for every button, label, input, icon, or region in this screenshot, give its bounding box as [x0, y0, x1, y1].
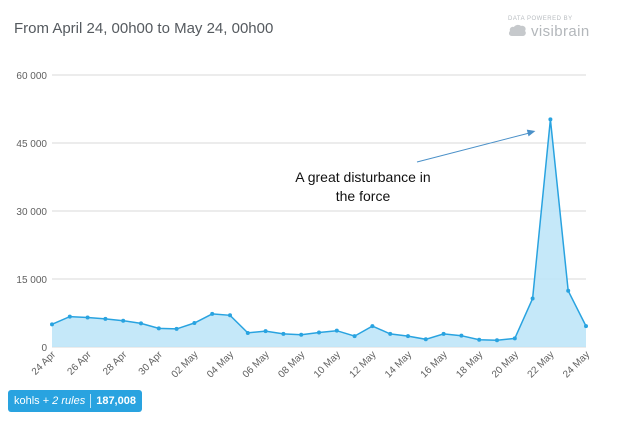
data-point[interactable] — [281, 331, 286, 336]
data-point[interactable] — [566, 288, 571, 293]
data-point[interactable] — [174, 326, 179, 331]
data-point[interactable] — [441, 331, 446, 336]
x-tick-label: 14 May — [383, 349, 414, 380]
x-tick-label: 28 Apr — [101, 349, 130, 378]
annotation-arrow — [416, 132, 530, 163]
x-tick-label: 10 May — [312, 349, 343, 380]
x-tick-label: 16 May — [419, 349, 450, 380]
series-points — [50, 117, 588, 343]
tweet-volume-chart: 0 15 000 30 000 45 000 60 000 24 Apr 26 Apr 28… — [16, 71, 592, 380]
data-point[interactable] — [334, 328, 339, 333]
data-point[interactable] — [477, 337, 482, 342]
area-fill — [52, 119, 586, 348]
annotation-text-line-2: the force — [336, 188, 391, 204]
x-tick-label: 24 May — [561, 349, 592, 380]
data-point[interactable] — [139, 321, 143, 326]
query-name: kohls + — [14, 395, 50, 407]
chart-date-range-title: From April 24, 00h00 to May 24, 00h00 — [14, 20, 274, 37]
data-point[interactable] — [423, 337, 428, 342]
data-point[interactable] — [406, 334, 410, 339]
x-tick-label: 22 May — [526, 349, 557, 380]
x-tick-label: 20 May — [490, 349, 521, 380]
brain-icon — [508, 24, 526, 36]
x-tick-label: 06 May — [241, 349, 272, 380]
data-point[interactable] — [245, 330, 250, 335]
data-point[interactable] — [317, 330, 321, 335]
data-point[interactable] — [584, 324, 588, 329]
data-point[interactable] — [388, 331, 393, 336]
y-tick-label: 60 000 — [16, 71, 47, 82]
x-axis-labels: 24 Apr 26 Apr 28 Apr 30 Apr 02 May 04 May 06 M… — [30, 349, 592, 380]
query-total-count: 187,008 — [96, 395, 136, 407]
query-rules: 2 rules — [52, 395, 86, 407]
data-point[interactable] — [352, 334, 357, 339]
data-point[interactable] — [85, 315, 90, 320]
brand-logo: DATA POWERED BY visibrain — [508, 16, 608, 40]
data-point[interactable] — [459, 333, 464, 338]
data-point[interactable] — [228, 313, 232, 318]
x-tick-label: 30 Apr — [137, 349, 166, 378]
annotation: A great disturbance in the force — [295, 129, 536, 204]
x-tick-label: 18 May — [454, 349, 485, 380]
brand-name: visibrain — [531, 23, 590, 40]
y-axis-labels: 0 15 000 30 000 45 000 60 000 — [16, 71, 47, 354]
data-point[interactable] — [156, 326, 161, 331]
data-point[interactable] — [263, 329, 268, 334]
x-tick-label: 04 May — [205, 349, 236, 380]
data-point[interactable] — [495, 338, 499, 343]
badge-separator — [90, 394, 92, 408]
x-tick-label: 26 Apr — [65, 349, 94, 378]
query-badge[interactable]: kohls + 2 rules 187,008 — [8, 390, 142, 412]
data-point[interactable] — [210, 311, 215, 316]
x-tick-label: 08 May — [276, 349, 307, 380]
x-tick-label: 12 May — [348, 349, 379, 380]
y-tick-label: 30 000 — [16, 207, 47, 218]
x-tick-label: 02 May — [170, 349, 201, 380]
data-point[interactable] — [192, 320, 197, 325]
brand-powered-by: DATA POWERED BY — [508, 16, 573, 22]
grid-lines — [52, 74, 586, 348]
data-point[interactable] — [67, 314, 72, 319]
data-point[interactable] — [103, 316, 108, 321]
y-tick-label: 45 000 — [16, 139, 47, 150]
data-point[interactable] — [50, 322, 54, 327]
data-point[interactable] — [530, 296, 535, 301]
annotation-arrowhead — [526, 129, 536, 137]
y-tick-label: 0 — [41, 343, 47, 354]
series-line — [51, 119, 587, 341]
data-point[interactable] — [512, 336, 517, 341]
data-point[interactable] — [121, 318, 126, 323]
y-tick-label: 15 000 — [16, 275, 47, 286]
annotation-text-line-1: A great disturbance in — [295, 169, 430, 185]
data-point[interactable] — [299, 332, 304, 337]
data-point[interactable] — [548, 117, 553, 122]
data-point[interactable] — [370, 324, 375, 329]
